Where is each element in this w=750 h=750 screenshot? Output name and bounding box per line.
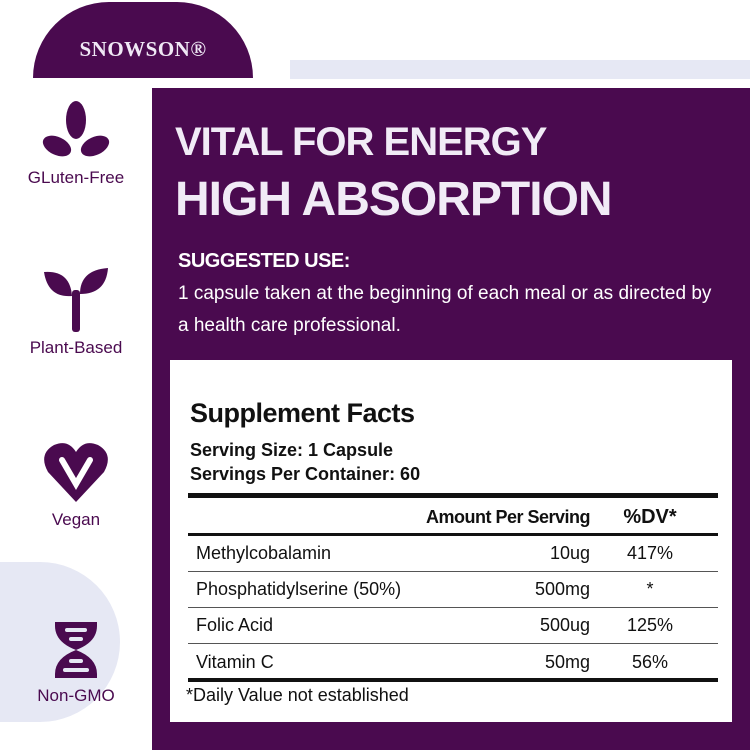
headline-line2: HIGH ABSORPTION <box>175 173 613 226</box>
thick-divider <box>188 493 718 498</box>
table-row: Folic Acid 500ug 125% <box>188 608 718 644</box>
table-row: Methylcobalamin 10ug 417% <box>188 536 718 572</box>
facts-header: Amount Per Serving %DV* <box>425 505 677 528</box>
footnote: *Daily Value not established <box>186 685 409 705</box>
decorative-bar <box>290 60 750 79</box>
feature-gluten-free: GLuten-Free <box>0 100 152 188</box>
feature-non-gmo: Non-GMO <box>0 620 152 706</box>
suggested-use-text: 1 capsule taken at the beginning of each… <box>178 283 712 336</box>
headline-line1: VITAL FOR ENERGY <box>175 120 547 164</box>
leaves-icon <box>42 101 110 157</box>
feature-plant-based: Plant-Based <box>0 266 152 358</box>
brand-logo: SNOWSON® <box>33 2 253 78</box>
facts-title: Supplement Facts <box>190 398 415 428</box>
supplement-facts-panel: Supplement Facts Serving Size: 1 Capsule… <box>170 360 732 722</box>
serving-info: Serving Size: 1 Capsule Servings Per Con… <box>190 440 421 484</box>
suggested-use-title: SUGGESTED USE: <box>178 250 350 272</box>
table-row: Vitamin C 50mg 56% <box>196 651 669 672</box>
sprout-icon <box>44 268 108 332</box>
divider <box>188 533 718 536</box>
table-row: Phosphatidylserine (50%) 500mg * <box>188 572 718 608</box>
thick-divider <box>188 678 718 682</box>
feature-vegan: Vegan <box>0 442 152 530</box>
dna-icon <box>55 622 97 678</box>
heart-v-icon <box>44 443 108 502</box>
